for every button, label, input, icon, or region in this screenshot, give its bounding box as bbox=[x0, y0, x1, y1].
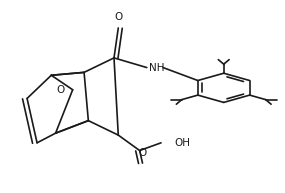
Text: NH: NH bbox=[149, 63, 164, 73]
Text: O: O bbox=[114, 12, 122, 22]
Text: OH: OH bbox=[175, 138, 191, 148]
Text: O: O bbox=[56, 85, 65, 95]
Text: O: O bbox=[139, 148, 146, 158]
